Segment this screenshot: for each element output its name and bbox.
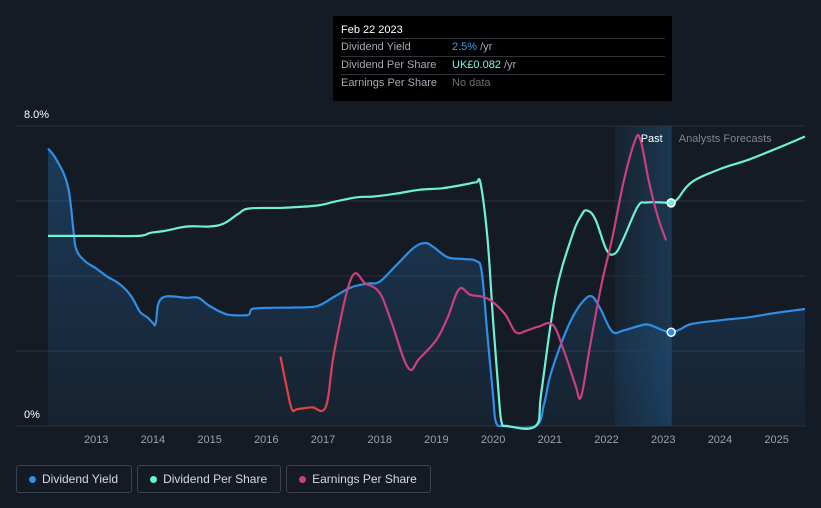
legend-label: Earnings Per Share [312, 472, 417, 486]
x-tick-label: 2023 [651, 434, 675, 446]
x-tick-label: 2025 [764, 434, 788, 446]
eps-line [279, 133, 668, 413]
tooltip-row-dividend-per-share: Dividend Per Share UK£0.082 /yr [341, 56, 665, 74]
legend-label: Dividend Yield [42, 472, 119, 486]
tooltip-row-earnings-per-share: Earnings Per Share No data [341, 74, 665, 92]
tooltip-label: Earnings Per Share [341, 77, 437, 89]
yield-line [47, 147, 806, 430]
legend: Dividend Yield Dividend Per Share Earnin… [16, 465, 431, 493]
tooltip-value: UK£0.082 [452, 59, 501, 71]
x-tick-label: 2022 [594, 434, 618, 446]
x-tick-label: 2018 [367, 434, 391, 446]
dps-marker [666, 198, 676, 208]
legend-dot-icon [29, 475, 36, 483]
tooltip-unit: /yr [480, 41, 493, 53]
tooltip-label: Dividend Per Share [341, 59, 437, 71]
x-tick-label: 2016 [254, 434, 278, 446]
tooltip-date: Feb 22 2023 [341, 24, 403, 36]
x-tick-label: 2024 [708, 434, 732, 446]
x-tick-label: 2019 [424, 434, 448, 446]
x-tick-label: 2014 [141, 434, 165, 446]
dividend-yield-area [48, 148, 805, 428]
legend-label: Dividend Per Share [163, 472, 268, 486]
tooltip: Feb 22 2023 Dividend Yield 2.5% /yr Divi… [333, 16, 672, 101]
legend-item-dividend-per-share[interactable]: Dividend Per Share [137, 465, 282, 493]
legend-item-earnings-per-share[interactable]: Earnings Per Share [286, 465, 431, 493]
tooltip-value: 2.5% [452, 41, 478, 53]
legend-dot-icon [299, 475, 307, 483]
tooltip-value: No data [452, 77, 491, 89]
analysts-forecasts-label: Analysts Forecasts [679, 133, 772, 145]
legend-item-dividend-yield[interactable]: Dividend Yield [16, 465, 133, 493]
past-label: Past [641, 133, 663, 145]
x-tick-label: 2021 [538, 434, 562, 446]
x-tick-label: 2020 [481, 434, 505, 446]
y-axis-min-label: 0% [24, 409, 40, 421]
tooltip-row-dividend-yield: Dividend Yield 2.5% /yr [341, 38, 665, 56]
legend-dot-icon [150, 475, 158, 483]
x-tick-label: 2013 [84, 434, 108, 446]
tooltip-unit: /yr [503, 59, 517, 71]
yield-marker [666, 327, 676, 337]
x-tick-label: 2015 [197, 434, 221, 446]
x-tick-label: 2017 [311, 434, 335, 446]
tooltip-label: Dividend Yield [341, 41, 411, 53]
y-axis-max-label: 8.0% [24, 109, 49, 121]
